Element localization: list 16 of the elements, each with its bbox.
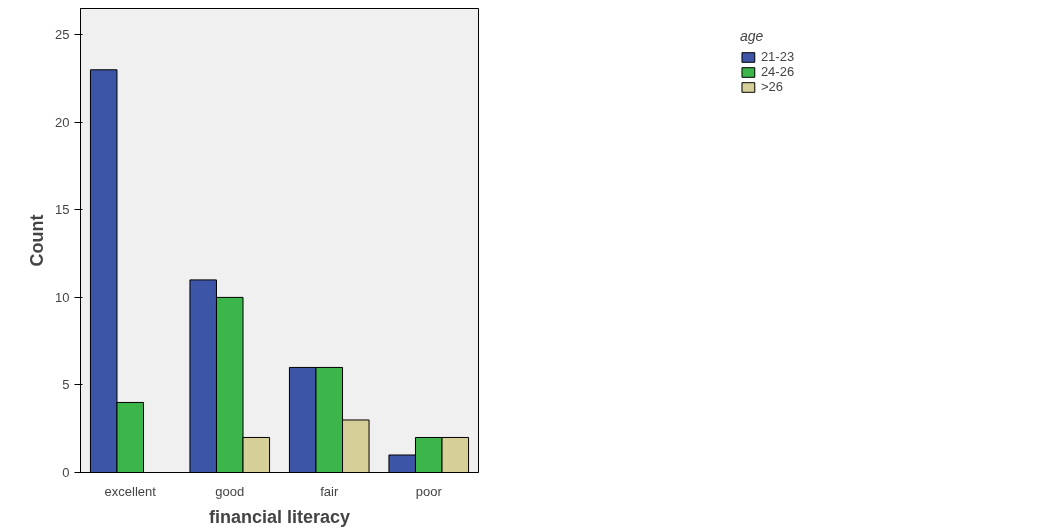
- y-tick-label: 25: [55, 27, 70, 43]
- x-tick-label: fair: [320, 483, 339, 499]
- x-axis-title: financial literacy: [208, 506, 351, 527]
- y-tick-label: 20: [55, 114, 70, 130]
- x-tick-label: poor: [415, 483, 443, 499]
- legend-title: age: [739, 28, 765, 44]
- legend-label: 24-26: [760, 64, 795, 79]
- y-axis-title: Count: [27, 214, 48, 267]
- y-tick-label: 10: [55, 289, 70, 305]
- y-tick-label: 5: [62, 377, 70, 393]
- legend-label: >26: [760, 79, 783, 94]
- x-tick-label: excellent: [104, 483, 157, 499]
- y-tick-label: 15: [55, 202, 70, 218]
- y-tick-label: 0: [62, 465, 70, 480]
- legend-label: 21-23: [760, 49, 795, 64]
- x-tick-label: good: [215, 483, 245, 499]
